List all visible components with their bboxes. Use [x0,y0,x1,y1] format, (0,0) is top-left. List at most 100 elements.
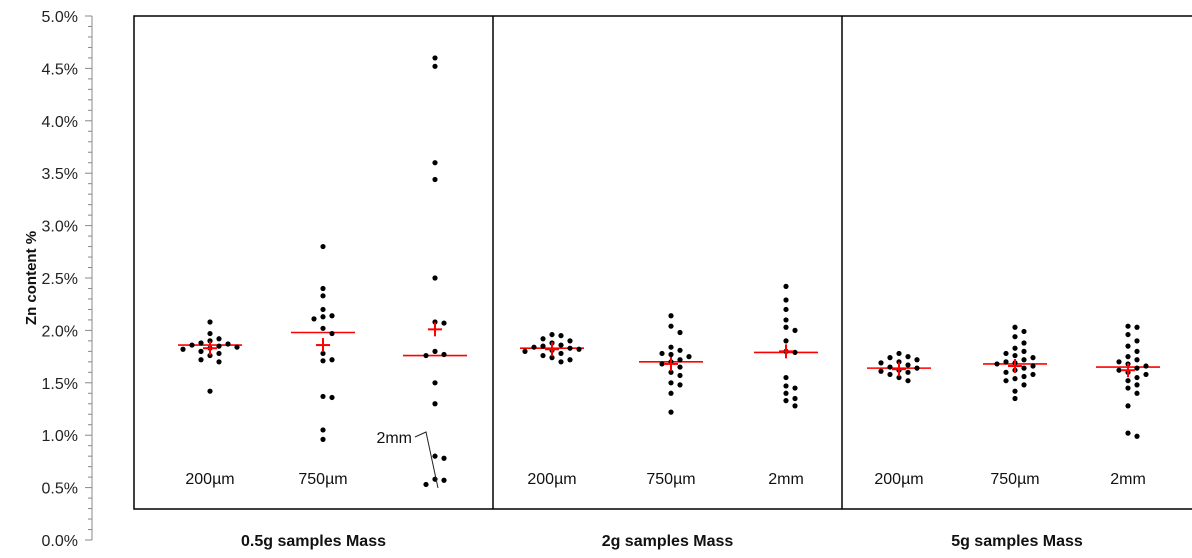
data-point [329,330,335,337]
group-1-1 [639,313,703,415]
data-point [668,390,674,396]
data-point [329,357,335,363]
data-point [905,354,911,360]
data-point [432,160,438,166]
data-point [567,357,573,363]
panel-label: 5g samples Mass [951,533,1083,550]
data-point [207,352,213,359]
y-tick-label: 4.0% [42,114,78,131]
data-point [783,390,789,396]
data-point [432,275,438,281]
data-point [659,350,665,357]
data-point [1003,378,1009,384]
data-point [320,427,326,433]
group-0-1 [291,243,355,442]
data-point [668,323,674,329]
data-point [994,361,1000,367]
data-point [320,393,326,400]
data-point [1125,323,1131,329]
y-tick-label: 2.5% [42,271,78,288]
y-tick-label: 5.0% [42,9,78,26]
data-point [207,330,213,337]
data-point [905,378,911,384]
data-point [896,374,902,381]
data-point [1003,359,1009,365]
group-2-2 [1096,323,1160,439]
data-point [783,306,789,313]
size-label: 750µm [646,471,695,488]
data-point [1134,357,1140,363]
data-point [783,283,789,289]
group-1-2 [754,283,818,409]
data-point [1134,382,1140,388]
data-point [540,336,546,342]
data-point [531,344,537,350]
data-point [234,344,240,350]
annotation-leader [414,431,439,489]
data-point [198,357,204,363]
data-point [1030,363,1036,369]
data-point [1021,382,1027,388]
data-point [423,481,429,488]
data-point [905,369,911,375]
data-point [677,372,683,379]
data-point [320,325,326,331]
plot-frame [133,15,1192,510]
data-point [792,403,798,409]
data-point [1012,345,1018,351]
data-point [198,340,204,346]
data-point [1012,376,1018,382]
data-point [1134,433,1140,439]
data-point [677,382,683,388]
data-point [432,55,438,61]
data-point [792,385,798,391]
data-point [1021,348,1027,354]
data-point [878,368,884,374]
data-point [677,347,683,353]
data-point [1116,359,1122,365]
data-point [1021,357,1027,363]
mean-marker [545,342,559,357]
data-point [1134,365,1140,371]
size-label: 2mm [1110,471,1146,488]
data-point [1125,354,1131,360]
data-point [1030,355,1036,361]
data-point [668,409,674,415]
data-point [783,324,789,330]
data-point [1012,352,1018,359]
data-point [320,285,326,292]
data-point [668,313,674,319]
mean-marker [203,341,217,356]
data-point [1125,378,1131,384]
data-point [558,342,564,348]
group-0-2 [403,55,467,488]
y-axis: 0.0% 0.5% 1.0% 1.5% 2.0% 2.5% 3.0% 3.5% 4.0% 4.5%… [42,9,93,550]
y-tick-label: 2.0% [42,323,78,340]
data-point [896,359,902,365]
data-point [1134,374,1140,381]
data-point [905,362,911,368]
data-point [320,358,326,364]
data-point [668,380,674,386]
data-point [792,395,798,402]
data-point [180,346,186,352]
data-point [896,350,902,357]
data-point [329,394,335,401]
data-point [441,320,447,326]
data-point [576,346,582,352]
data-point [1021,328,1027,335]
data-point [783,383,789,389]
data-point [1143,363,1149,369]
mean-marker [428,322,442,337]
mean-marker [664,356,678,371]
data-point [686,354,692,360]
data-point [207,319,213,325]
data-point [432,63,438,69]
data-point [198,348,204,354]
size-label: 200µm [185,471,234,488]
data-point [792,327,798,333]
data-point [1125,403,1131,409]
data-point [558,350,564,357]
data-point [558,333,564,339]
